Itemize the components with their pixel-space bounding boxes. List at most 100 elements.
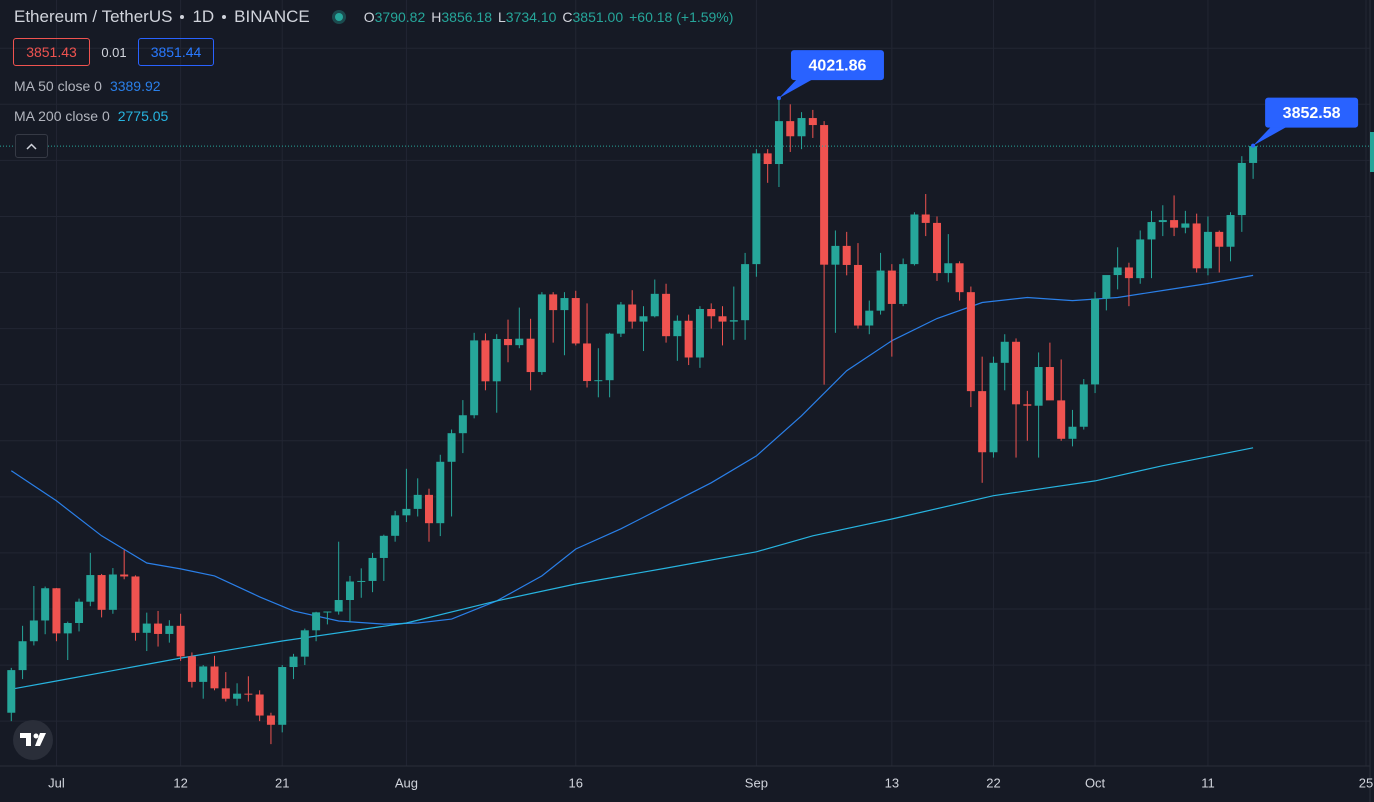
- candle-body: [639, 316, 648, 322]
- candle-body: [402, 508, 411, 516]
- candle-body: [1147, 222, 1156, 240]
- header: Ethereum / TetherUS 1D BINANCE O3790.82 …: [14, 6, 733, 28]
- x-tick-label: Jul: [48, 775, 65, 790]
- spread: 0.01: [101, 44, 127, 60]
- candle-body: [1079, 384, 1088, 427]
- candle-body: [820, 125, 829, 265]
- candle-body: [684, 320, 693, 358]
- x-tick-label: Aug: [395, 775, 418, 790]
- candle-body: [1203, 231, 1212, 269]
- candle-body: [718, 316, 727, 322]
- callout-pointer: [778, 79, 813, 99]
- ma-name: MA 200 close 0: [14, 108, 110, 124]
- candle-body: [266, 715, 275, 725]
- candle-body: [966, 292, 975, 392]
- candle-body: [537, 294, 546, 373]
- ohlc-value: 3734.10: [505, 9, 557, 25]
- candle-body: [1124, 267, 1133, 279]
- candle-body: [52, 588, 61, 634]
- x-tick-label: 16: [569, 775, 583, 790]
- candle-body: [255, 694, 264, 716]
- candle-body: [876, 270, 885, 311]
- candle-body: [436, 461, 445, 524]
- candle-body: [97, 575, 106, 610]
- candle-body: [650, 293, 659, 317]
- candle-body: [1102, 275, 1111, 299]
- candle-body: [481, 340, 490, 382]
- collapse-button[interactable]: [15, 134, 48, 158]
- ohlc-key: L: [497, 9, 506, 25]
- ohlc-open: O3790.82: [364, 9, 426, 25]
- price-label-edge: [1370, 132, 1374, 172]
- change: +60.18 (+1.59%): [629, 9, 734, 25]
- candle-body: [955, 263, 964, 293]
- candle-body: [413, 494, 422, 509]
- candle-body: [1136, 239, 1145, 279]
- candle-body: [831, 245, 840, 265]
- exchange: BINANCE: [234, 7, 310, 26]
- ma-value: 2775.05: [117, 108, 169, 124]
- candle-body: [221, 688, 230, 699]
- candle-body: [1034, 367, 1043, 406]
- candle-body: [628, 304, 637, 322]
- candle-body: [865, 310, 874, 326]
- x-axis: Jul 12 21 Aug 16 Sep 13 22 Oct 11 25: [48, 775, 1373, 790]
- candle-body: [1181, 223, 1190, 228]
- ma-line: [10, 274, 1254, 625]
- candle-body: [75, 601, 84, 624]
- candle-body: [357, 580, 366, 582]
- x-tick-label: 22: [986, 775, 1000, 790]
- sell-button[interactable]: 3851.43: [13, 38, 90, 66]
- candle-body: [1091, 298, 1100, 385]
- candle-body: [1237, 162, 1246, 216]
- candle-body: [583, 343, 592, 382]
- candle-body: [41, 588, 50, 621]
- market-status[interactable]: [331, 10, 346, 24]
- candle-body: [989, 362, 998, 453]
- candle-body: [808, 118, 817, 126]
- candle-body: [1045, 367, 1054, 401]
- candle-body: [323, 611, 332, 613]
- candle-body: [210, 666, 219, 689]
- logo-shape: [20, 733, 31, 746]
- candle-body: [526, 338, 535, 373]
- ma-name: MA 50 close 0: [14, 78, 102, 94]
- ma-legend[interactable]: MA 50 close 0 3389.92: [14, 78, 161, 94]
- candle-body: [560, 298, 569, 311]
- buy-button[interactable]: 3851.44: [138, 38, 214, 66]
- candle-body: [1057, 400, 1066, 439]
- callout-box: [790, 50, 884, 81]
- candle-body: [707, 308, 716, 317]
- symbol[interactable]: Ethereum / TetherUS: [14, 7, 173, 26]
- ohlc-value: 3790.82: [374, 9, 426, 25]
- candle-body: [933, 222, 942, 274]
- candle-body: [108, 574, 117, 610]
- ma-legend[interactable]: MA 200 close 0 2775.05: [14, 108, 168, 124]
- candle-body: [549, 294, 558, 311]
- candle-body: [853, 264, 862, 326]
- candle-body: [154, 623, 163, 634]
- candle-body: [7, 670, 16, 713]
- candle-body: [504, 338, 513, 346]
- candle-body: [120, 574, 129, 577]
- ohlc-key: O: [363, 9, 375, 25]
- candle-body: [1249, 146, 1258, 163]
- callout-label: 4021.86: [809, 57, 867, 74]
- chevron: [26, 143, 37, 150]
- interval[interactable]: 1D: [192, 7, 215, 26]
- candle-body: [165, 625, 174, 634]
- candle-body: [86, 575, 95, 602]
- candle-body: [312, 612, 321, 631]
- candle-body: [695, 308, 704, 358]
- candle-body: [447, 433, 456, 462]
- separator: [180, 15, 185, 19]
- ma-line: [11, 447, 1254, 690]
- candle-body: [752, 153, 761, 265]
- candle-body: [1158, 220, 1167, 223]
- candle-body: [673, 320, 682, 337]
- x-tick-label: 13: [885, 775, 899, 790]
- candle-body: [379, 535, 388, 558]
- candle-body: [978, 391, 987, 453]
- candle-body: [786, 121, 795, 137]
